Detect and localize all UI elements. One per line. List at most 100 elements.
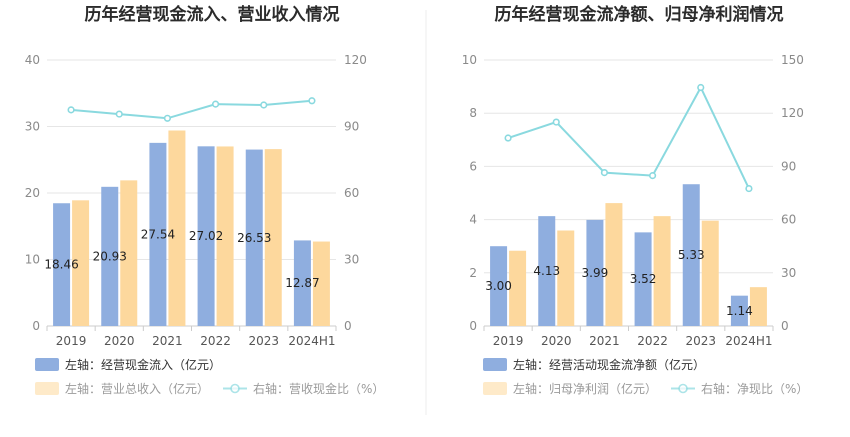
bar-data-label: 12.87 — [285, 276, 319, 290]
chart-panel-2: 历年经营现金流净额、归母净利润情况 0 2 4 6 8 10 0 30 60 90 120 150 201… — [462, 4, 809, 396]
line-point — [163, 114, 172, 122]
bar-data-label: 1.14 — [726, 304, 753, 318]
line-point — [211, 100, 220, 108]
bar-data-label: 26.53 — [237, 231, 271, 245]
y-left-tick-label: 6 — [469, 159, 477, 173]
bar-primary — [682, 184, 700, 326]
y-left-tick-label: 40 — [25, 53, 40, 67]
x-tick-label: 2019 — [56, 334, 87, 348]
y-left-tick-label: 4 — [469, 213, 477, 227]
x-tick-label: 2021 — [152, 334, 183, 348]
bar-primary — [293, 240, 311, 326]
bar-secondary — [749, 287, 767, 326]
legend-label: 左轴：归母净利润（亿元） — [513, 381, 657, 396]
bar-data-label: 5.33 — [678, 248, 705, 262]
bar-primary — [101, 186, 119, 326]
x-tick-label: 2024H1 — [288, 334, 335, 348]
series-line — [70, 99, 313, 120]
y-left-tick-label: 0 — [32, 319, 40, 333]
bar-primary — [490, 246, 508, 326]
bar-secondary — [605, 203, 623, 326]
line-point — [600, 169, 609, 177]
bar-primary — [245, 149, 263, 326]
y-right-tick-label: 150 — [781, 53, 804, 67]
bar-secondary — [509, 250, 527, 326]
x-tick-label: 2020 — [104, 334, 135, 348]
chart-title: 历年经营现金流净额、归母净利润情况 — [495, 4, 784, 25]
line-point — [115, 110, 123, 118]
y-right-tick-label: 90 — [781, 159, 796, 173]
x-tick-label: 2019 — [493, 334, 524, 348]
bar-data-label: 18.46 — [44, 258, 78, 272]
x-tick-label: 2021 — [589, 334, 620, 348]
x-tick-label: 2022 — [200, 334, 231, 348]
bar-secondary — [72, 200, 90, 326]
y-right-tick-label: 60 — [781, 213, 796, 227]
chart-title: 历年经营现金流入、营业收入情况 — [85, 4, 340, 25]
line-point — [648, 172, 657, 180]
chart-panel-1: 历年经营现金流入、营业收入情况 0 10 20 30 40 0 30 60 90 120 2019 20… — [25, 4, 385, 396]
legend-label: 右轴：营收现金比（%） — [253, 381, 384, 396]
legend-swatch — [483, 358, 507, 371]
y-left-tick-label: 2 — [469, 266, 477, 280]
legend-label: 右轴：净现比（%） — [701, 381, 808, 396]
y-left-tick-label: 30 — [25, 120, 40, 134]
bar-primary — [730, 295, 748, 326]
legend-label: 左轴：经营现金流入（亿元） — [65, 357, 221, 372]
line-point — [552, 118, 560, 126]
bar-secondary — [701, 220, 719, 326]
bar-primary — [149, 142, 167, 326]
bar-secondary — [557, 230, 575, 326]
y-left-tick-label: 10 — [25, 253, 40, 267]
legend-swatch — [35, 358, 59, 371]
bar-secondary — [120, 180, 138, 326]
series-line — [507, 85, 750, 189]
y-right-tick-label: 30 — [344, 253, 359, 267]
bar-primary — [586, 219, 604, 326]
bar-primary — [53, 203, 71, 326]
y-left-tick-label: 20 — [25, 186, 40, 200]
bar-secondary — [312, 241, 330, 326]
x-tick-label: 2020 — [541, 334, 572, 348]
legend-swatch-marker — [678, 383, 688, 394]
x-tick-label: 2022 — [637, 334, 668, 348]
line-point — [67, 106, 75, 114]
bar-primary — [634, 232, 652, 326]
y-left-tick-label: 10 — [462, 53, 477, 67]
bar-secondary — [264, 149, 282, 326]
x-tick-label: 2023 — [248, 334, 279, 348]
line-point — [504, 134, 512, 142]
bar-data-label: 4.13 — [533, 264, 560, 278]
y-left-tick-label: 0 — [469, 319, 477, 333]
legend-swatch-marker — [230, 383, 240, 394]
bar-data-label: 3.00 — [485, 279, 512, 293]
bar-data-label: 20.93 — [93, 249, 127, 263]
legend-swatch — [483, 382, 507, 395]
y-right-tick-label: 60 — [344, 186, 359, 200]
y-right-tick-label: 30 — [781, 266, 796, 280]
y-right-tick-label: 0 — [344, 319, 352, 333]
y-left-tick-label: 8 — [469, 106, 477, 120]
bar-data-label: 3.99 — [582, 266, 609, 280]
bar-secondary — [216, 146, 234, 326]
bar-primary — [538, 216, 556, 326]
line-point — [260, 101, 268, 109]
bar-secondary — [653, 216, 671, 326]
legend-swatch — [35, 382, 59, 395]
x-tick-label: 2024H1 — [725, 334, 772, 348]
x-tick-label: 2023 — [685, 334, 716, 348]
bar-data-label: 27.54 — [141, 227, 175, 241]
y-right-tick-label: 120 — [781, 106, 804, 120]
line-point — [745, 184, 753, 193]
legend-label: 左轴：营业总收入（亿元） — [65, 381, 209, 396]
bar-data-label: 3.52 — [630, 272, 657, 286]
line-point — [697, 83, 705, 92]
bar-data-label: 27.02 — [189, 229, 223, 243]
y-right-tick-label: 90 — [344, 120, 359, 134]
bar-primary — [197, 146, 215, 326]
bar-secondary — [168, 130, 186, 326]
legend-label: 左轴：经营活动现金流净额（亿元） — [513, 357, 705, 372]
line-point — [308, 97, 316, 105]
